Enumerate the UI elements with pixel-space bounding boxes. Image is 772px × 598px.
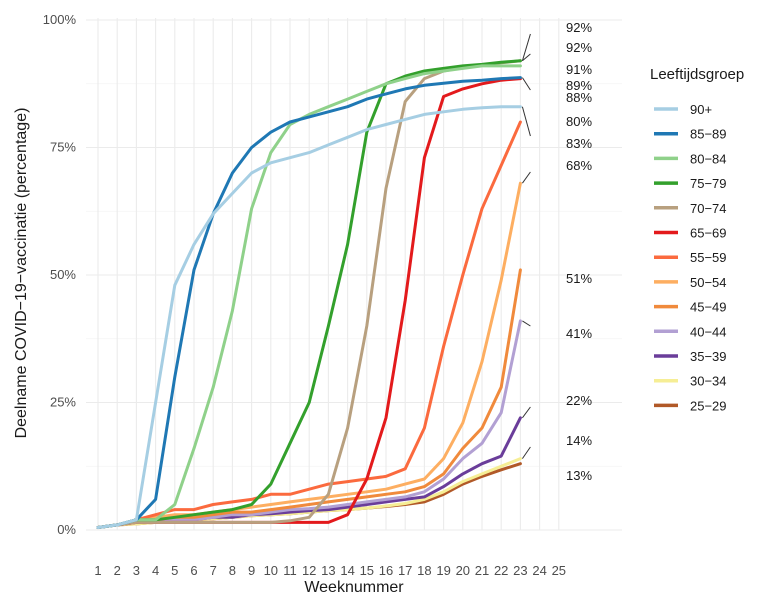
legend-label: 55−59 <box>690 250 727 265</box>
end-label-leader <box>521 406 531 419</box>
legend-label: 70−74 <box>690 201 727 216</box>
x-tick-label: 9 <box>248 563 255 578</box>
end-label-25-29: 13% <box>566 468 592 483</box>
legend: Leeftijdsgroep 90+ 85−89 80−84 75−79 70−74 65… <box>650 66 744 413</box>
x-tick-label: 13 <box>321 563 335 578</box>
end-label-65-69: 89% <box>566 78 592 93</box>
x-tick-label: 18 <box>417 563 431 578</box>
end-label-70-74: 92% <box>566 40 592 55</box>
end-label-leader <box>521 106 531 137</box>
legend-label: 80−84 <box>690 151 727 166</box>
x-tick-label: 25 <box>552 563 566 578</box>
y-tick-label: 50% <box>50 267 76 282</box>
legend-label: 85−89 <box>690 127 727 142</box>
y-tick-labels: 0% 25% 50% 75% 100% <box>43 12 77 537</box>
end-label-40-44: 41% <box>566 326 592 341</box>
end-label-90+: 83% <box>566 136 592 151</box>
x-tick-label: 20 <box>456 563 470 578</box>
end-label-leader <box>521 77 531 91</box>
x-tick-label: 5 <box>171 563 178 578</box>
x-tick-label: 22 <box>494 563 508 578</box>
grid <box>86 18 622 531</box>
y-axis-title: Deelname COVID−19−vaccinatie (percentage… <box>13 108 30 439</box>
end-label-80-84: 91% <box>566 62 592 77</box>
x-tick-label: 23 <box>513 563 527 578</box>
x-tick-label: 1 <box>94 563 101 578</box>
series-line-80-84 <box>96 64 522 529</box>
series-line-90+ <box>96 105 522 529</box>
x-tick-label: 21 <box>475 563 489 578</box>
series-line-75-79 <box>96 59 522 529</box>
series-line-50-54 <box>96 181 522 529</box>
legend-label: 50−54 <box>690 275 727 290</box>
y-tick-label: 75% <box>50 140 76 155</box>
end-label-leader <box>521 446 531 459</box>
y-tick-label: 100% <box>43 12 77 27</box>
end-label-55-59: 80% <box>566 114 592 129</box>
end-label-leader <box>521 33 531 61</box>
end-label-leader <box>522 53 531 62</box>
x-tick-label: 14 <box>340 563 354 578</box>
legend-label: 35−39 <box>690 349 727 364</box>
x-tick-label: 2 <box>114 563 121 578</box>
x-tick-label: 11 <box>283 563 297 578</box>
y-tick-label: 0% <box>57 522 76 537</box>
end-label-30-34: 14% <box>566 433 592 448</box>
x-tick-label: 4 <box>152 563 159 578</box>
legend-label: 75−79 <box>690 176 727 191</box>
end-label-85-89: 88% <box>566 90 592 105</box>
end-label-leader <box>521 171 531 184</box>
series-lines <box>96 59 522 529</box>
x-axis-title: Weeknummer <box>304 579 404 596</box>
y-tick-label: 25% <box>50 395 76 410</box>
x-tick-label: 24 <box>532 563 546 578</box>
end-label-leader <box>522 320 531 327</box>
x-tick-labels: 1 2 3 4 5 6 7 8 9 10 11 12 13 14 15 16 17 18 19 20 21 22 23 24 2… <box>94 563 566 578</box>
series-line-85-89 <box>96 76 522 529</box>
legend-label: 25−29 <box>690 398 727 413</box>
legend-label: 45−49 <box>690 300 727 315</box>
legend-label: 30−34 <box>690 374 727 389</box>
x-tick-label: 12 <box>302 563 316 578</box>
end-labels: 83% 88% 91% 92% 92% 89% 80% 68% 51% 41% 22% 14% 13% <box>521 20 592 483</box>
x-tick-label: 3 <box>133 563 140 578</box>
legend-label: 40−44 <box>690 324 727 339</box>
end-label-35-39: 22% <box>566 393 592 408</box>
x-tick-label: 16 <box>379 563 393 578</box>
x-tick-label: 17 <box>398 563 412 578</box>
end-label-75-79: 92% <box>566 20 592 35</box>
x-tick-label: 10 <box>264 563 278 578</box>
legend-label: 90+ <box>690 102 712 117</box>
legend-label: 65−69 <box>690 226 727 241</box>
x-tick-label: 7 <box>210 563 217 578</box>
x-tick-label: 19 <box>436 563 450 578</box>
x-tick-label: 15 <box>360 563 374 578</box>
end-label-45-49: 51% <box>566 271 592 286</box>
x-tick-label: 6 <box>190 563 197 578</box>
end-label-50-54: 68% <box>566 158 592 173</box>
x-tick-label: 8 <box>229 563 236 578</box>
legend-title: Leeftijdsgroep <box>650 66 744 83</box>
series-line-40-44 <box>96 319 522 529</box>
